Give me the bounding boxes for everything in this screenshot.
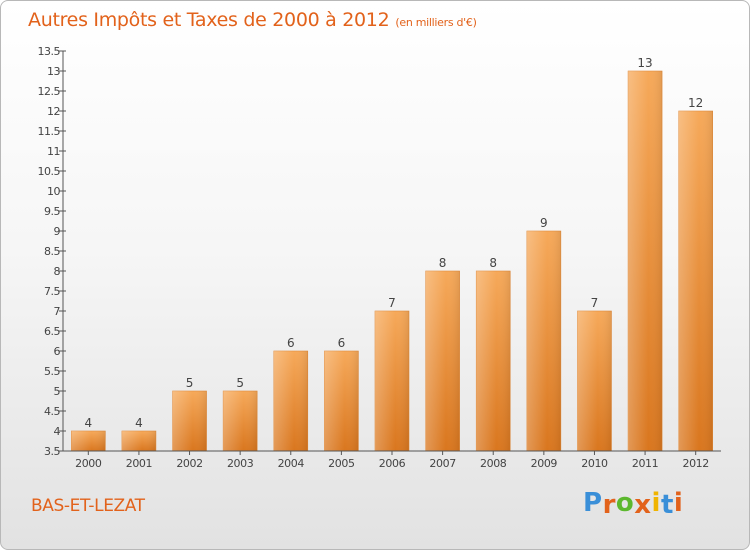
x-tick-label: 2009 [531,457,558,470]
y-tick-label: 10 [47,185,60,198]
chart-unit-label: (en milliers d'€) [395,16,477,29]
bar-sheen [172,391,207,451]
y-tick-label: 8.5 [44,245,60,258]
bar-value-label: 6 [338,336,346,350]
bar-value-label: 4 [135,416,143,430]
bar-value-label: 8 [439,256,447,270]
y-tick-label: 5 [54,385,61,398]
y-tick-label: 12.5 [38,85,61,98]
bar-sheen [577,311,612,451]
bar-sheen [324,351,359,451]
bar-value-label: 12 [688,96,703,110]
logo-letter: x [634,490,652,520]
bar-value-label: 5 [186,376,194,390]
x-axis: 2000 2001 2002 2003 2004 2005 2006 2007 2008 2009… [63,450,721,470]
bar-sheen [628,71,663,451]
bar-value-label: 7 [591,296,599,310]
bar-sheen [425,271,460,451]
y-tick-label: 9.5 [44,205,60,218]
logo-letter: o [615,488,635,518]
y-axis: 3.5 4 4.5 5 5.5 6 6.5 7 7.5 8 8.5 9 9.5 10 10.5 11 11.5 1… [38,45,66,458]
y-tick-label: 7 [54,305,61,318]
y-tick-label: 11.5 [38,125,61,138]
bar-value-label: 6 [287,336,295,350]
bar-value-label: 7 [388,296,396,310]
bar-sheen [71,431,106,451]
bar-value-label: 9 [540,216,548,230]
logo-letter: P [583,488,603,518]
bar-sheen [273,351,308,451]
x-tick-label: 2010 [581,457,608,470]
y-tick-label: 4 [54,425,61,438]
y-tick-label: 12 [47,105,60,118]
x-tick-label: 2008 [480,457,507,470]
logo-letter: r [602,490,616,520]
y-tick-label: 11 [47,145,60,158]
y-tick-label: 8 [54,265,61,278]
bar-sheen [121,431,156,451]
y-tick-label: 4.5 [44,405,60,418]
y-tick-label: 9 [54,225,61,238]
logo-letter: i [651,488,661,518]
chart-title-text: Autres Impôts et Taxes de 2000 à 2012 [28,9,390,31]
x-tick-label: 2000 [75,457,102,470]
bar-sheen [476,271,511,451]
x-tick-label: 2011 [632,457,658,470]
y-tick-label: 13 [47,65,60,78]
y-tick-label: 5.5 [44,365,60,378]
chart-title: Autres Impôts et Taxes de 2000 à 2012 (en… [28,9,477,31]
bar-sheen [526,231,561,451]
commune-name: BAS-ET-LEZAT [31,496,145,516]
y-tick-label: 6.5 [44,325,60,338]
bar-sheen [678,111,713,451]
y-tick-label: 13.5 [38,45,61,58]
bar-value-label: 8 [489,256,497,270]
proxiti-logo: Proxiti [583,488,684,520]
logo-letter: i [673,488,684,518]
x-tick-label: 2005 [328,457,355,470]
bar-value-label: 13 [637,56,652,70]
x-tick-label: 2003 [227,457,254,470]
bar-value-label: 5 [236,376,244,390]
bars: 4 4 5 5 6 6 7 8 8 9 7 13 12 [71,56,713,452]
bar-sheen [375,311,409,451]
bar-value-label: 4 [84,416,92,430]
x-tick-label: 2006 [379,457,406,470]
x-tick-label: 2012 [682,457,708,470]
x-tick-label: 2004 [278,457,305,470]
x-tick-label: 2002 [176,457,202,470]
x-tick-label: 2001 [126,457,152,470]
x-tick-label: 2007 [429,457,456,470]
y-tick-label: 6 [54,345,61,358]
y-tick-label: 3.5 [44,445,60,458]
y-tick-label: 7.5 [44,285,60,298]
y-tick-label: 10.5 [38,165,61,178]
bar-sheen [223,391,258,451]
logo-letter: t [660,490,674,520]
